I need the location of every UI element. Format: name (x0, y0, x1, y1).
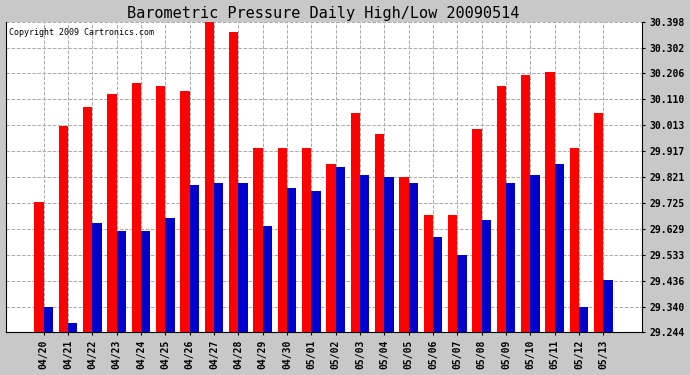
Bar (594, 113, 603, 332)
Bar (360, 175, 369, 332)
Bar (229, 32, 238, 332)
Bar (326, 164, 336, 332)
Bar (141, 231, 150, 332)
Bar (302, 148, 311, 332)
Bar (521, 75, 531, 332)
Bar (287, 188, 296, 332)
Bar (603, 280, 613, 332)
Bar (253, 148, 263, 332)
Bar (181, 91, 190, 332)
Bar (238, 183, 248, 332)
Bar (506, 183, 515, 332)
Bar (351, 113, 360, 332)
Bar (214, 183, 224, 332)
Bar (117, 231, 126, 332)
Bar (263, 226, 272, 332)
Bar (408, 183, 418, 332)
Bar (205, 21, 214, 332)
Bar (448, 215, 457, 332)
Bar (424, 215, 433, 332)
Bar (190, 185, 199, 332)
Text: Copyright 2009 Cartronics.com: Copyright 2009 Cartronics.com (9, 28, 154, 37)
Bar (497, 86, 506, 332)
Bar (400, 177, 408, 332)
Bar (375, 134, 384, 332)
Bar (579, 307, 589, 332)
Bar (92, 223, 101, 332)
Bar (336, 166, 345, 332)
Bar (570, 148, 579, 332)
Bar (311, 191, 321, 332)
Bar (482, 220, 491, 332)
Title: Barometric Pressure Daily High/Low 20090514: Barometric Pressure Daily High/Low 20090… (128, 6, 520, 21)
Bar (546, 72, 555, 332)
Bar (156, 86, 166, 332)
Bar (68, 323, 77, 332)
Bar (83, 107, 92, 332)
Bar (531, 175, 540, 332)
Bar (108, 94, 117, 332)
Bar (278, 148, 287, 332)
Bar (433, 237, 442, 332)
Bar (555, 164, 564, 332)
Bar (473, 129, 482, 332)
Bar (59, 126, 68, 332)
Bar (384, 177, 393, 332)
Bar (43, 307, 53, 332)
Bar (34, 202, 43, 332)
Bar (166, 218, 175, 332)
Bar (132, 83, 141, 332)
Bar (457, 255, 466, 332)
